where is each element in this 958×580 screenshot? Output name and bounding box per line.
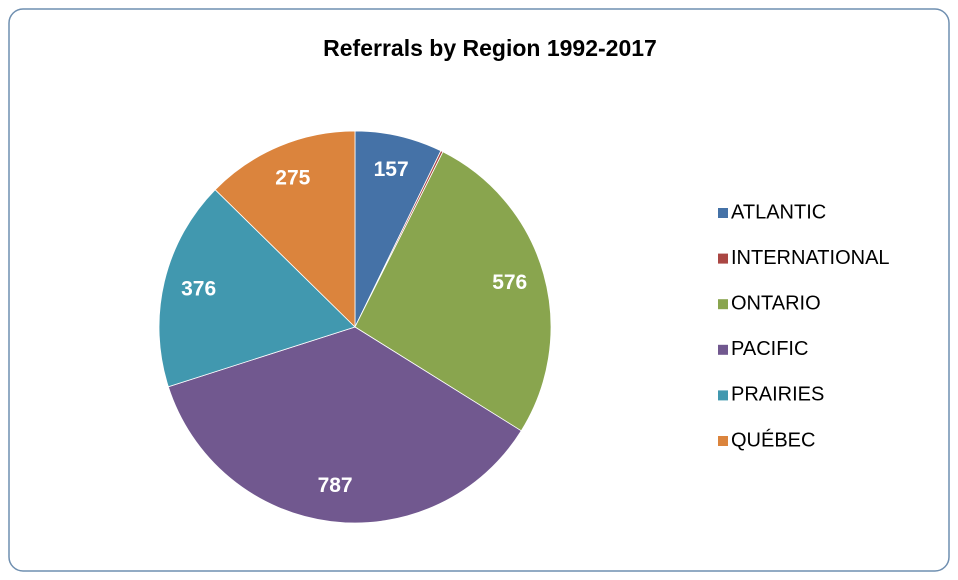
legend-swatch [718,299,728,310]
legend-swatch [718,208,728,218]
legend-swatch [718,253,728,264]
legend-swatch [718,344,728,355]
legend-label: QUÉBEC [731,428,815,451]
data-label: 157 [374,158,409,181]
data-label: 576 [492,271,527,294]
pie-slice [354,151,552,432]
legend-label: PRAIRIES [731,384,824,406]
chart-title: Referrals by Region 1992-2017 [323,35,657,61]
legend-label: PACIFIC [731,338,808,360]
legend-label: INTERNATIONAL [731,247,890,269]
legend-label: ONTARIO [731,292,821,314]
pie-slice [214,130,356,328]
legend-label: ATLANTIC [731,201,826,223]
legend-swatch [718,436,728,446]
pie-slice [158,189,356,388]
pie-slice [167,326,522,524]
data-label: 275 [275,166,310,189]
data-label: 787 [318,474,353,497]
data-label: 376 [181,277,216,300]
legend-swatch [718,390,728,401]
